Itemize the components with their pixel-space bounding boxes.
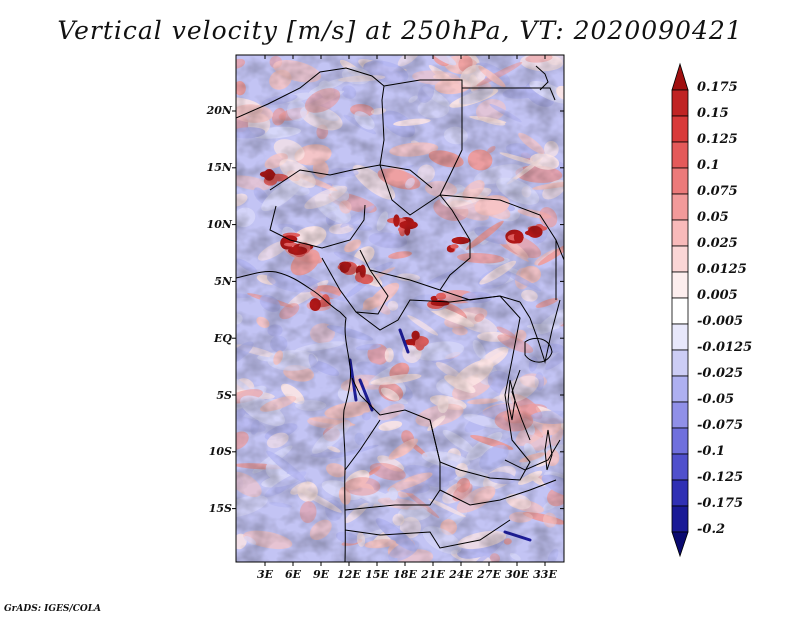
lat-label-5s: 5S [216, 389, 232, 402]
colorbar-arrow-top [671, 62, 689, 91]
lat-label-20n: 20N [206, 104, 232, 117]
border-sudan [439, 194, 557, 300]
colorbar-swatch-6 [671, 219, 689, 247]
grads-credit: GrADS: IGES/COLA [4, 604, 102, 614]
colorbar-swatch-10 [671, 323, 689, 351]
colorbar-label-6: 0.025 [697, 236, 738, 251]
lat-label-10n: 10N [206, 218, 232, 231]
colorbar-swatch-5 [671, 193, 689, 221]
border-nigeria [269, 204, 366, 249]
border-chad [379, 164, 471, 291]
colorbar-label-5: 0.05 [697, 210, 729, 225]
chart-title: Vertical velocity [m/s] at 250hPa, VT: 2… [57, 16, 743, 45]
coast-northeast [535, 65, 549, 91]
lake-malawi [544, 429, 553, 471]
lon-label-21e: 21E [421, 568, 445, 581]
country-borders [236, 65, 564, 562]
axis-ticks [232, 55, 564, 566]
lon-label-24e: 24E [449, 568, 473, 581]
colorbar-swatch-8 [671, 271, 689, 299]
border-zambia [439, 479, 557, 506]
colorbar-label-15: -0.125 [697, 470, 744, 485]
colorbar-label-12: -0.05 [697, 392, 735, 407]
colorbar-swatch-16 [671, 479, 689, 507]
colorbar-label-1: 0.15 [697, 106, 729, 121]
colorbar-label-9: -0.005 [697, 314, 744, 329]
colorbar-swatch-15 [671, 453, 689, 481]
lat-label-5n: 5N [214, 275, 232, 288]
lake-tanganyika [507, 379, 516, 421]
colorbar-label-11: -0.025 [697, 366, 744, 381]
border-drc [351, 295, 531, 481]
colorbar-label-17: -0.2 [697, 522, 726, 537]
colorbar-swatch-14 [671, 427, 689, 455]
colorbar-label-0: 0.175 [697, 80, 738, 95]
colorbar-swatch-2 [671, 115, 689, 143]
colorbar-label-2: 0.125 [697, 132, 738, 147]
colorbar-swatch-17 [671, 505, 689, 533]
border-ethiopia [555, 239, 564, 261]
colorbar-swatch-1 [671, 89, 689, 117]
colorbar-label-4: 0.075 [697, 184, 738, 199]
colorbar-label-10: -0.0125 [697, 340, 753, 355]
colorbar-swatch-4 [671, 167, 689, 195]
border-namibia [344, 519, 511, 549]
lat-label-10s: 10S [208, 445, 232, 458]
colorbar-label-8: 0.005 [697, 288, 738, 303]
border-angola [344, 419, 441, 511]
colorbar-label-13: -0.075 [697, 418, 744, 433]
field-layer [236, 55, 564, 562]
border-east [504, 299, 561, 471]
lat-label-eq: EQ [214, 332, 232, 345]
border-niger [269, 164, 433, 191]
lon-label-18e: 18E [393, 568, 417, 581]
colorbar [671, 62, 689, 558]
lon-label-27e: 27E [477, 568, 501, 581]
border-egypt [462, 87, 556, 101]
colorbar-swatch-7 [671, 245, 689, 273]
colorbar-swatch-3 [671, 141, 689, 169]
border-car [369, 269, 521, 303]
colorbar-swatch-9 [671, 297, 689, 325]
colorbar-label-3: 0.1 [697, 158, 720, 173]
lon-label-9e: 9E [312, 568, 330, 581]
border-algeria [236, 67, 385, 166]
lon-label-30e: 30E [505, 568, 529, 581]
colorbar-label-14: -0.1 [697, 444, 726, 459]
plot-frame [235, 54, 565, 563]
colorbar-arrow-bottom [671, 531, 689, 558]
lake-victoria [524, 337, 553, 363]
lon-label-15e: 15E [365, 568, 389, 581]
colorbar-label-7: 0.0125 [697, 262, 747, 277]
lat-label-15s: 15S [208, 502, 232, 515]
lon-label-3e: 3E [256, 568, 274, 581]
colorbar-swatch-13 [671, 401, 689, 429]
lon-label-12e: 12E [337, 568, 361, 581]
border-libya [383, 79, 463, 196]
lon-label-33e: 33E [533, 568, 557, 581]
colorbar-swatch-12 [671, 375, 689, 403]
colorbar-swatch-11 [671, 349, 689, 377]
lon-label-6e: 6E [284, 568, 302, 581]
lat-label-15n: 15N [206, 161, 232, 174]
colorbar-label-16: -0.175 [697, 496, 744, 511]
